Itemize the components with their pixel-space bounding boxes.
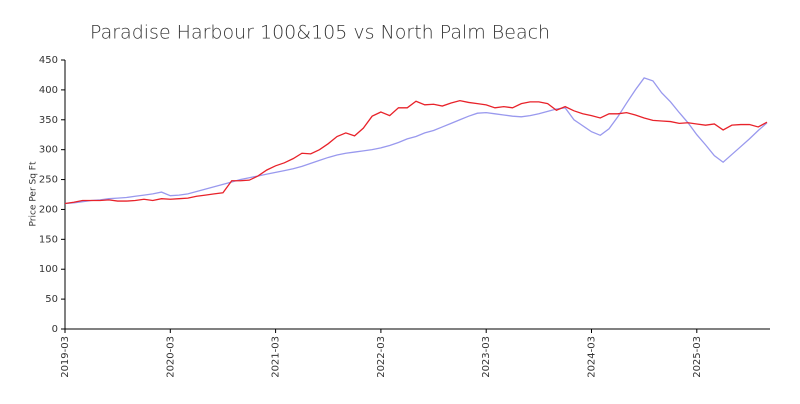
y-tick-label: 0 xyxy=(52,324,58,335)
x-tick-label: 2019-03 xyxy=(60,336,71,378)
y-tick-label: 300 xyxy=(39,145,58,156)
x-tick-label: 2022-03 xyxy=(376,336,387,378)
series-line xyxy=(64,99,768,205)
x-tick-label: 2020-03 xyxy=(165,336,176,378)
y-tick-label: 100 xyxy=(39,264,58,275)
y-tick-label: 350 xyxy=(39,115,58,126)
y-tick-label: 50 xyxy=(45,294,58,305)
x-tick-label: 2021-03 xyxy=(271,336,282,378)
y-tick-label: 400 xyxy=(39,85,58,96)
chart-title: Paradise Harbour 100&105 vs North Palm B… xyxy=(90,22,550,44)
x-tick-label: 2023-03 xyxy=(481,336,492,378)
x-tick-label: 2024-03 xyxy=(587,336,598,378)
series-line xyxy=(64,77,768,205)
y-tick-label: 200 xyxy=(39,204,58,215)
y-axis-label: Price Per Sq Ft xyxy=(29,161,39,226)
y-tick-label: 450 xyxy=(39,55,58,66)
y-tick-label: 150 xyxy=(39,234,58,245)
x-tick-label: 2025-03 xyxy=(692,336,703,378)
y-tick-label: 250 xyxy=(39,175,58,186)
